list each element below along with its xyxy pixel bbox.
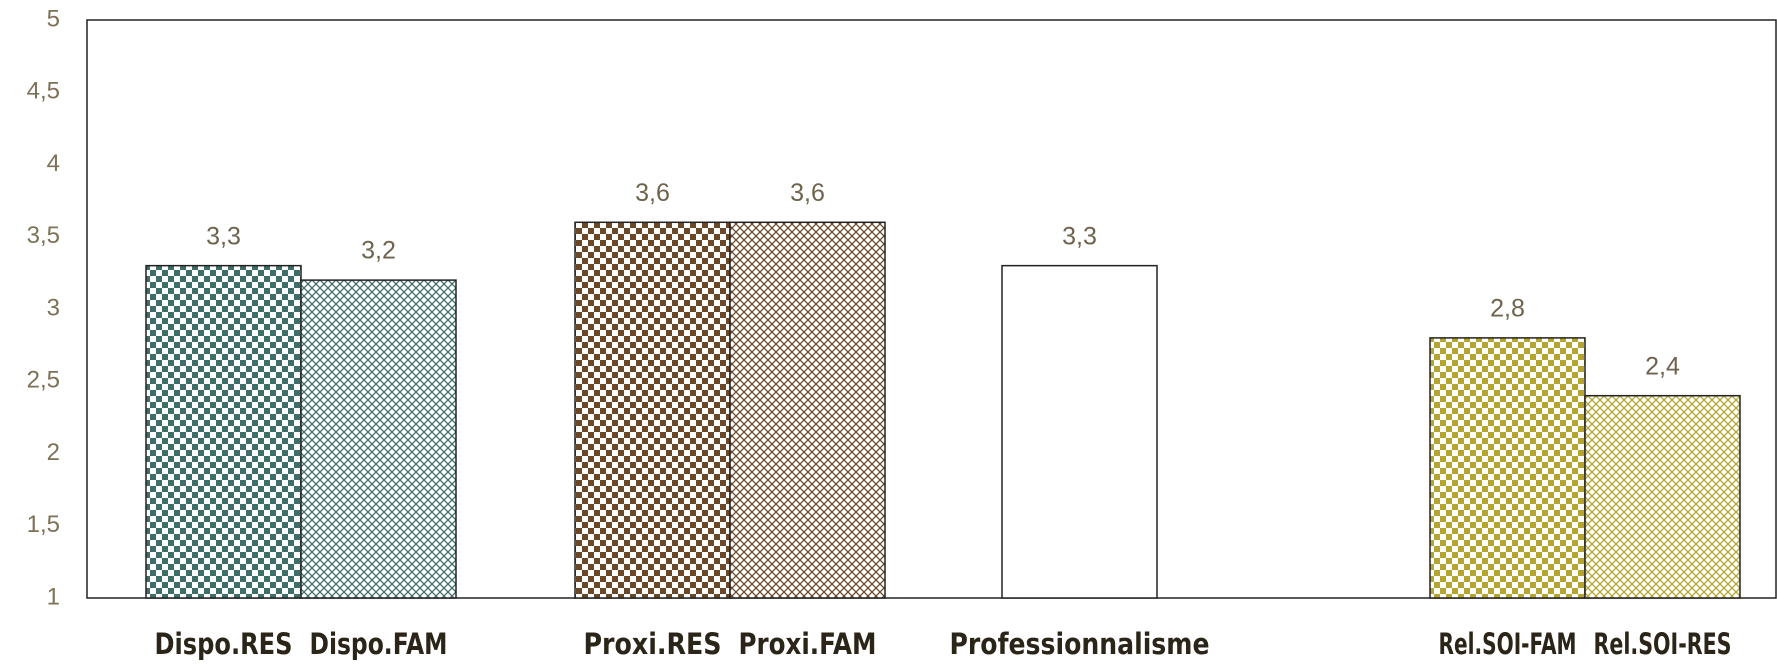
y-tick-label: 1 xyxy=(47,583,60,610)
x-tick-label: Rel.SOI-RES xyxy=(1594,627,1732,661)
bar xyxy=(574,221,731,599)
bar xyxy=(1584,394,1741,599)
x-tick-label: Proxi.FAM xyxy=(739,627,877,661)
x-tick-label: Dispo.FAM xyxy=(310,627,448,661)
bar xyxy=(145,264,302,599)
bar xyxy=(729,221,886,599)
x-tick-label: Rel.SOI-FAM xyxy=(1439,627,1577,661)
y-tick-label: 3,5 xyxy=(27,222,60,249)
y-tick-label: 2,5 xyxy=(27,367,60,394)
y-tick-label: 4,5 xyxy=(27,78,60,105)
x-tick-label: Professionnalisme xyxy=(950,627,1210,661)
value-label: 2,4 xyxy=(1645,352,1680,380)
y-tick-label: 3 xyxy=(47,294,60,321)
value-label: 2,8 xyxy=(1490,295,1525,323)
value-label: 3,2 xyxy=(361,237,396,265)
y-tick-label: 5 xyxy=(47,5,60,32)
y-tick-label: 2 xyxy=(47,439,60,466)
x-tick-label: Proxi.RES xyxy=(584,627,722,661)
plot-frame xyxy=(86,19,1777,599)
x-tick-label: Dispo.RES xyxy=(155,627,293,661)
bar xyxy=(300,279,457,599)
value-label: 3,3 xyxy=(206,222,241,250)
bar xyxy=(1001,264,1158,599)
bar xyxy=(1429,337,1586,599)
y-tick-label: 1,5 xyxy=(27,511,60,538)
y-tick-label: 4 xyxy=(47,150,60,177)
value-label: 3,6 xyxy=(790,179,825,207)
value-label: 3,3 xyxy=(1062,222,1097,250)
value-label: 3,6 xyxy=(635,179,670,207)
